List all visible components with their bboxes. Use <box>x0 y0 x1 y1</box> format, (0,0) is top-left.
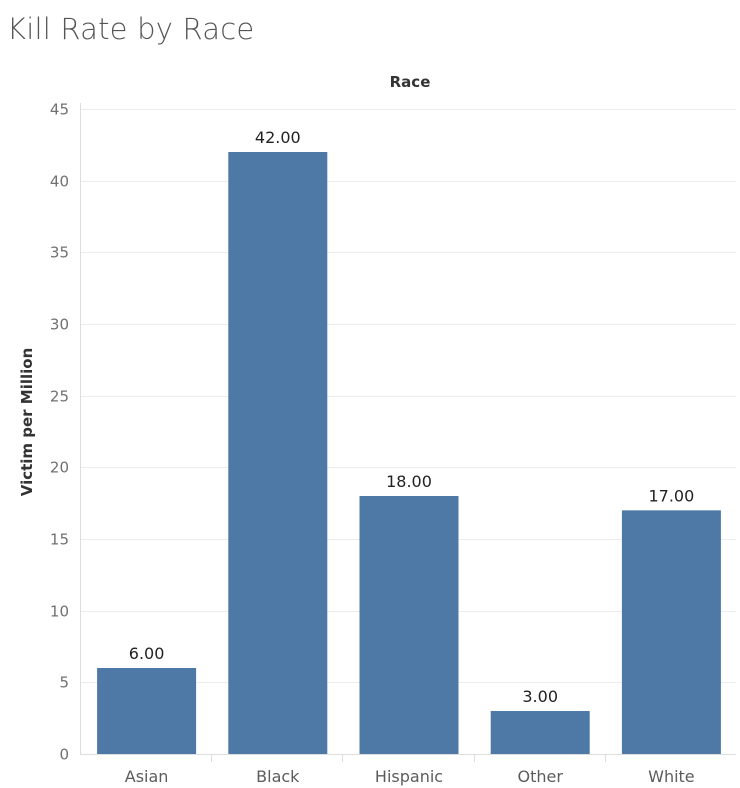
y-tick-label: 30 <box>50 316 69 334</box>
y-tick-label: 0 <box>59 746 69 764</box>
y-tick-label: 40 <box>50 173 69 191</box>
x-tick-label-other: Other <box>517 767 563 786</box>
bar-black[interactable] <box>228 152 328 754</box>
y-tick-label: 20 <box>50 459 69 477</box>
y-axis-ticks: 0 5 10 15 20 25 30 35 40 45 <box>50 101 69 764</box>
x-tick-label-white: White <box>648 767 695 786</box>
x-axis-ticks: Asian Black Hispanic Other White <box>125 754 695 786</box>
y-tick-label: 45 <box>50 101 69 119</box>
y-tick-label: 35 <box>50 244 69 262</box>
bars: 6.00 42.00 18.00 3.00 17.00 <box>97 128 721 754</box>
bar-hispanic[interactable] <box>359 496 459 754</box>
data-label-other: 3.00 <box>522 687 558 706</box>
x-tick-label-asian: Asian <box>125 767 169 786</box>
y-tick-label: 10 <box>50 603 69 621</box>
bar-other[interactable] <box>490 711 590 754</box>
data-label-hispanic: 18.00 <box>386 472 432 491</box>
data-label-white: 17.00 <box>648 486 694 505</box>
data-label-asian: 6.00 <box>129 644 165 663</box>
bar-asian[interactable] <box>97 668 197 754</box>
y-tick-label: 5 <box>59 674 69 692</box>
chart-title: Kill Rate by Race <box>7 12 255 46</box>
bar-white[interactable] <box>621 510 721 754</box>
y-tick-label: 15 <box>50 531 69 549</box>
x-tick-label-black: Black <box>256 767 300 786</box>
column-header: Race <box>390 73 431 91</box>
data-label-black: 42.00 <box>255 128 301 147</box>
y-tick-label: 25 <box>50 388 69 406</box>
x-tick-label-hispanic: Hispanic <box>375 767 443 786</box>
y-axis-title: Victim per Million <box>18 348 36 497</box>
